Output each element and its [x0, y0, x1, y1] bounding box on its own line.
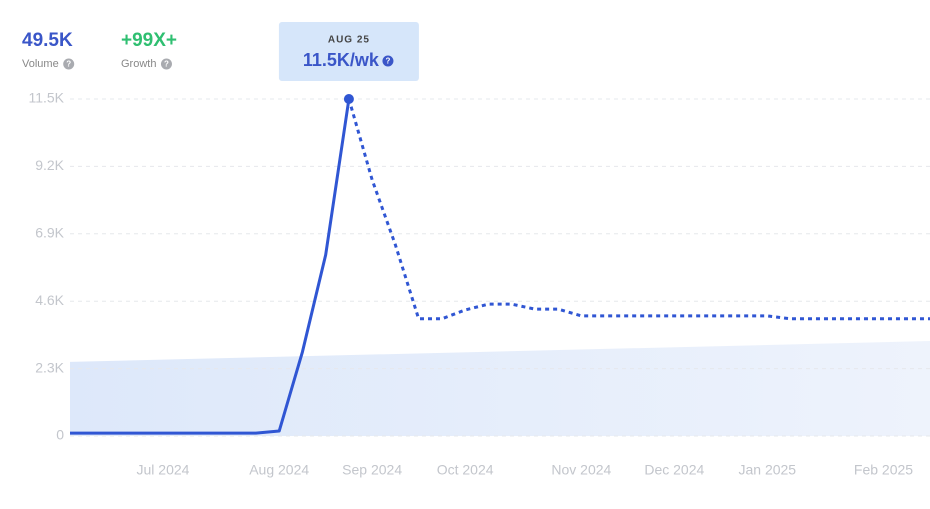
line: [347, 98, 930, 321]
y-tick-label: 9.2K: [35, 157, 64, 173]
help-mark: ?: [66, 60, 71, 69]
stat-label: Volume: [22, 58, 59, 70]
trend-area: [70, 341, 930, 436]
x-tick-label: Feb 2025: [854, 462, 913, 478]
help-icon[interactable]: [160, 58, 172, 70]
help-mark: ?: [386, 57, 391, 66]
tooltip-box: [278, 22, 419, 81]
help-icon[interactable]: [382, 55, 394, 67]
x-tick-label: Aug 2024: [249, 462, 309, 478]
y-tick-label: 4.6K: [35, 292, 64, 308]
y-tick-label: 0: [56, 427, 64, 443]
y-tick-label: 6.9K: [35, 225, 64, 241]
stat-value: 49.5K: [22, 30, 73, 51]
x-tick-label: Oct 2024: [437, 462, 494, 478]
highlight-point: [343, 94, 354, 104]
x-tick-label: Dec 2024: [644, 462, 704, 478]
x-tick-label: Sep 2024: [342, 462, 402, 478]
x-tick-label: Nov 2024: [551, 462, 611, 478]
x-tick-label: Jan 2025: [738, 462, 796, 478]
stat-label: Growth: [121, 58, 156, 70]
y-tick-label: 11.5K: [28, 90, 64, 106]
line: [70, 98, 351, 435]
stat-value: +99X+: [121, 30, 177, 51]
help-mark: ?: [164, 60, 169, 69]
y-tick-label: 2.3K: [35, 359, 64, 375]
help-icon[interactable]: [63, 58, 75, 70]
tooltip-date: AUG 25: [328, 35, 370, 46]
tooltip-value: 11.5K/wk: [303, 50, 380, 70]
x-tick-label: Jul 2024: [137, 462, 190, 478]
